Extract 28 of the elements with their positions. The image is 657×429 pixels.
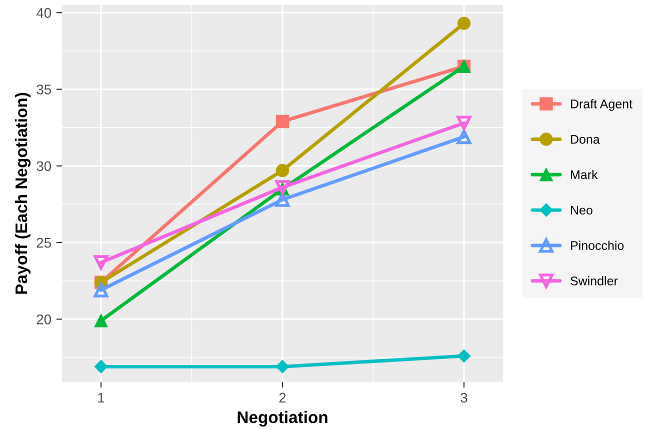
y-tick-label: 40 [36, 8, 52, 18]
point [276, 114, 290, 128]
legend-label: Swindler [570, 276, 618, 286]
y-tick-label: 30 [36, 161, 52, 172]
point [275, 192, 290, 207]
x-tick-label: 3 [460, 392, 468, 403]
point [457, 16, 471, 30]
point [456, 130, 472, 144]
point [94, 360, 108, 374]
x-tick-label: 1 [98, 392, 104, 402]
point [276, 360, 290, 374]
legend-label: Dona [571, 135, 600, 144]
y-axis-title: Payoff (Each Negotiation) [14, 92, 31, 294]
point [94, 282, 108, 298]
point [276, 164, 290, 178]
y-tick-label: 35 [36, 84, 52, 94]
point [94, 314, 108, 328]
x-axis-title: Negotiation [238, 410, 328, 427]
y-tick-label: 25 [36, 238, 52, 248]
legend-label: Neo [571, 206, 592, 215]
legend-label: Mark [571, 170, 598, 180]
x-tick-label: 2 [279, 392, 286, 402]
point [94, 255, 108, 270]
point [457, 349, 471, 363]
legend-label: Pinocchio [571, 240, 624, 250]
y-tick-label: 20 [36, 314, 52, 324]
point [456, 116, 472, 130]
legend-label: Draft Agent [571, 99, 632, 111]
